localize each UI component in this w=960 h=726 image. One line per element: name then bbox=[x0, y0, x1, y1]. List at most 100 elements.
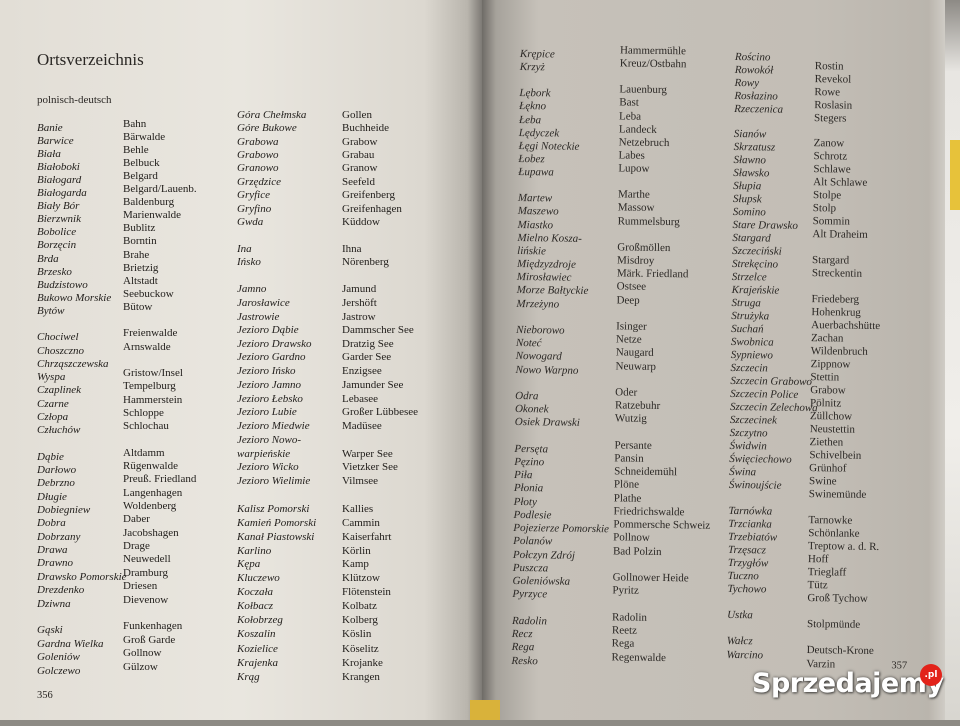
german-place-name: Kallies bbox=[342, 503, 374, 515]
german-place-name: Schlawe bbox=[813, 163, 851, 176]
polish-place-name: Jarosławice bbox=[237, 297, 290, 309]
watermark-logo: Sprzedajemy bbox=[752, 668, 944, 699]
german-place-name: Gollnower Heide bbox=[612, 571, 689, 585]
polish-place-name: Debrzno bbox=[37, 477, 75, 489]
polish-place-name: Szczecin Grabowo bbox=[730, 374, 813, 389]
german-place-name: Brahe bbox=[123, 249, 150, 261]
polish-place-name: Długie bbox=[37, 491, 67, 503]
polish-place-name: Stare Drawsko bbox=[732, 218, 798, 232]
german-place-name: Reetz bbox=[611, 624, 638, 637]
polish-place-name: Białoboki bbox=[37, 161, 80, 173]
german-place-name: Langenhagen bbox=[123, 487, 183, 499]
german-place-name: Nörenberg bbox=[342, 256, 389, 268]
german-place-name: Dievenow bbox=[123, 594, 169, 606]
polish-place-name: Białogard bbox=[37, 174, 82, 186]
german-place-name: Hammermühle bbox=[619, 44, 687, 58]
german-place-name: Jastrow bbox=[342, 311, 376, 323]
polish-place-name: Białogarda bbox=[37, 187, 87, 199]
german-place-name: Märk. Friedland bbox=[616, 267, 689, 281]
polish-place-name: Trzcianka bbox=[728, 517, 772, 531]
german-place-name: Schrotz bbox=[813, 150, 848, 163]
polish-place-name: Szczecin bbox=[730, 361, 768, 375]
polish-place-name: Drawsko Pomorskie bbox=[37, 571, 127, 583]
german-place-name: Streckentin bbox=[811, 267, 863, 280]
german-place-name: Belgard bbox=[123, 170, 158, 182]
polish-place-name: Jezioro Ińsko bbox=[237, 365, 296, 377]
polish-place-name: Tuczno bbox=[727, 569, 759, 583]
polish-place-name: Dziwna bbox=[37, 598, 71, 610]
book-cover-yellow-strip bbox=[950, 140, 960, 210]
polish-place-name: Biała bbox=[37, 148, 61, 160]
german-place-name: Oder bbox=[615, 386, 638, 399]
polish-place-name: Ińsko bbox=[237, 256, 261, 268]
german-place-name: Pollnow bbox=[613, 531, 650, 544]
polish-place-name: Trzebiatów bbox=[728, 530, 778, 544]
german-place-name: Stolpe bbox=[812, 189, 842, 202]
polish-place-name: Stargard bbox=[732, 231, 771, 245]
german-place-name: Züllchow bbox=[809, 410, 853, 423]
german-place-name: Arnswalde bbox=[123, 341, 171, 353]
german-place-name: Trieglaff bbox=[807, 566, 847, 579]
german-place-name: Hammerstein bbox=[123, 394, 183, 406]
german-place-name: Greifenberg bbox=[342, 189, 395, 201]
polish-place-name: Jastrowie bbox=[237, 311, 280, 323]
polish-place-name: Święciechowo bbox=[729, 452, 792, 466]
polish-place-name: Jezioro Dąbie bbox=[237, 324, 299, 336]
polish-place-name: Somino bbox=[732, 205, 766, 219]
german-place-name: Neuwedell bbox=[123, 553, 171, 565]
german-place-name: Grabow bbox=[810, 384, 846, 397]
german-place-name: Ostsee bbox=[616, 280, 647, 293]
german-place-name: Dramburg bbox=[123, 567, 169, 579]
german-place-name: Pyritz bbox=[612, 584, 639, 597]
german-place-name: Dratzig See bbox=[342, 338, 394, 350]
polish-place-name: Gąski bbox=[37, 624, 63, 636]
german-place-name: Schönlanke bbox=[808, 527, 860, 540]
german-place-name: Klützow bbox=[342, 572, 380, 584]
german-place-name: Grabau bbox=[342, 149, 375, 161]
polish-place-name: Ustka bbox=[727, 608, 753, 622]
german-place-name: Groß Tychow bbox=[807, 592, 868, 605]
german-place-name: Marthe bbox=[617, 188, 650, 201]
polish-place-name: Puszcza bbox=[512, 561, 549, 575]
polish-place-name: Człopa bbox=[37, 411, 69, 423]
polish-place-name: Szczecinek bbox=[729, 413, 777, 427]
german-place-name: Leba bbox=[618, 110, 642, 123]
polish-place-name: Jezioro Miedwie bbox=[237, 420, 310, 432]
german-place-name: Radolin bbox=[612, 611, 648, 624]
polish-place-name: Granowo bbox=[237, 162, 279, 174]
german-place-name: Landeck bbox=[618, 123, 657, 136]
german-place-name: Netze bbox=[615, 333, 642, 346]
polish-place-name: Darłowo bbox=[37, 464, 77, 476]
german-place-name: Isinger bbox=[616, 320, 647, 333]
polish-place-name: Bierzwnik bbox=[37, 213, 81, 225]
german-place-name: Netzebruch bbox=[618, 136, 670, 150]
german-place-name: Vietzker See bbox=[342, 461, 398, 473]
german-place-name: Ihna bbox=[342, 243, 362, 255]
german-place-name: Bärwalde bbox=[123, 131, 166, 143]
polish-place-name: Osiek Drawski bbox=[514, 415, 580, 429]
polish-place-name: Goleniów bbox=[37, 651, 80, 663]
german-place-name: Deep bbox=[616, 294, 640, 307]
german-place-name: Sommin bbox=[812, 215, 851, 228]
left-book-page bbox=[0, 0, 482, 720]
polish-place-name: Warcino bbox=[726, 648, 764, 662]
german-place-name: Swine bbox=[808, 475, 837, 488]
polish-place-name: Mirosławiec bbox=[516, 270, 572, 284]
german-place-name: Ziethen bbox=[809, 436, 844, 449]
german-place-name: Bad Polzin bbox=[612, 545, 662, 559]
german-place-name: Revekol bbox=[814, 73, 852, 86]
german-place-name: Freienwalde bbox=[123, 327, 178, 339]
polish-place-name: Krajeńskie bbox=[731, 283, 780, 297]
polish-place-name: Sypniewo bbox=[730, 348, 774, 362]
polish-place-name: Biały Bór bbox=[37, 200, 80, 212]
polish-place-name: Wyspa bbox=[37, 371, 66, 383]
german-place-name: Gülzow bbox=[123, 661, 158, 673]
polish-place-name: Jezioro Lubie bbox=[237, 406, 297, 418]
right-book-page bbox=[482, 0, 952, 720]
polish-place-name: Kępa bbox=[237, 558, 261, 570]
german-place-name: Persante bbox=[614, 439, 652, 452]
polish-place-name: Szczeciński bbox=[732, 244, 782, 258]
german-place-name: Belgard/Lauenb. bbox=[123, 183, 197, 195]
polish-place-name: Kamień Pomorski bbox=[237, 517, 317, 529]
polish-place-name: Jezioro Gardno bbox=[237, 351, 306, 363]
